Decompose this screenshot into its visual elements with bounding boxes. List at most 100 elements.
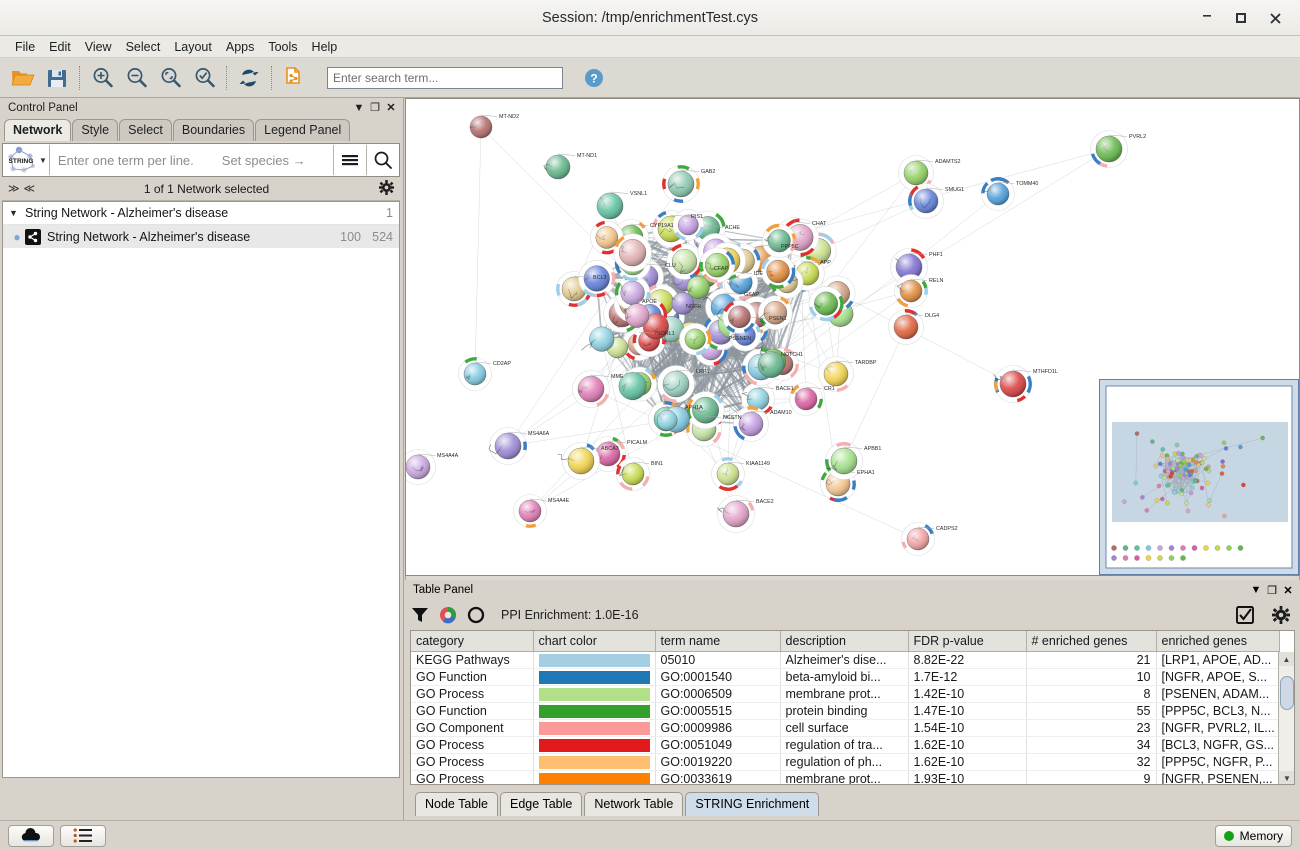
menu-view[interactable]: View (84, 39, 112, 54)
set-species-link[interactable]: Set species → (221, 152, 306, 168)
network-node[interactable] (671, 292, 695, 315)
network-node[interactable] (722, 300, 757, 334)
network-node[interactable] (557, 442, 600, 480)
gear-icon[interactable] (1272, 606, 1290, 624)
help-icon[interactable]: ? (577, 61, 611, 95)
tab-string-enrichment[interactable]: STRING Enrichment (685, 792, 820, 816)
tab-select[interactable]: Select (119, 119, 172, 141)
network-node[interactable] (656, 409, 678, 431)
menu-select[interactable]: Select (125, 39, 161, 54)
hamburger-icon[interactable] (334, 144, 366, 176)
menu-apps[interactable]: Apps (225, 39, 255, 54)
network-node[interactable] (808, 286, 844, 322)
network-view-canvas[interactable]: MT-ND2 MT-ND1 VSNL1 CD2AP MS4A4A MS4A6A MS4A4E… (405, 98, 1300, 576)
close-panel-icon[interactable]: ✕ (386, 102, 396, 114)
table-row[interactable]: GO Component GO:0009986 cell surface 1.54E-… (411, 719, 1280, 737)
fit-all-icon[interactable] (187, 61, 221, 95)
network-overview-minimap[interactable] (1099, 379, 1299, 575)
task-list-icon[interactable] (60, 824, 106, 847)
network-node[interactable] (901, 522, 935, 556)
string-dropdown-icon[interactable]: ▼ (39, 155, 47, 165)
tab-boundaries[interactable]: Boundaries (172, 119, 255, 141)
network-node[interactable] (672, 209, 705, 241)
network-node[interactable] (762, 223, 797, 258)
chevron-down-icon[interactable]: ▼ (353, 101, 365, 114)
network-node[interactable] (686, 275, 710, 299)
memory-status[interactable]: Memory (1214, 824, 1292, 847)
network-node[interactable] (898, 155, 934, 191)
open-folder-icon[interactable] (6, 61, 40, 95)
network-node[interactable] (733, 406, 769, 442)
close-panel-icon[interactable]: ✕ (1283, 584, 1293, 597)
table-row[interactable]: GO Process GO:0006509 membrane prot... 1.42… (411, 685, 1280, 703)
table-row[interactable]: GO Function GO:0005515 protein binding 1.47… (411, 702, 1280, 720)
network-node[interactable] (581, 326, 615, 352)
network-node[interactable] (757, 351, 785, 378)
col-fdr-pvalue[interactable]: FDR p-value (908, 631, 1027, 652)
network-node[interactable] (666, 243, 703, 280)
string-logo-icon[interactable]: STRING (3, 145, 43, 175)
chevron-down-icon[interactable]: ▼ (1250, 584, 1262, 596)
table-row[interactable]: GO Function GO:0001540 beta-amyloid bi... 1… (411, 668, 1280, 686)
minimize-button[interactable] (1190, 5, 1224, 31)
save-icon[interactable] (40, 61, 74, 95)
network-node[interactable] (993, 365, 1032, 403)
col-description[interactable]: description (780, 631, 909, 652)
network-node[interactable] (825, 442, 863, 480)
network-node[interactable] (623, 303, 650, 328)
filter-funnel-icon[interactable] (411, 606, 429, 624)
donut-chart-empty-icon[interactable] (467, 606, 485, 624)
search-input[interactable]: Enter search term... (327, 66, 563, 89)
table-vertical-scrollbar[interactable]: ▲ ▼ (1278, 652, 1294, 784)
refresh-icon[interactable] (232, 61, 266, 95)
network-node[interactable] (578, 259, 616, 298)
network-node[interactable] (543, 154, 571, 180)
network-node[interactable] (488, 427, 527, 465)
enrichment-table-container[interactable]: category chart color term name descripti… (410, 630, 1295, 785)
network-node[interactable] (613, 233, 652, 272)
float-panel-icon[interactable]: ❐ (370, 102, 380, 114)
network-node[interactable] (894, 274, 928, 308)
cloud-icon[interactable] (8, 824, 54, 847)
close-icon[interactable] (1258, 5, 1292, 31)
network-node[interactable] (818, 356, 854, 392)
gear-icon[interactable] (379, 179, 394, 198)
table-row[interactable]: GO Process GO:0019220 regulation of ph... 1… (411, 753, 1280, 771)
zoom-in-icon[interactable] (85, 61, 119, 95)
collapse-all-icon[interactable]: ≫ (8, 183, 19, 195)
network-node[interactable] (662, 165, 700, 203)
tab-legend-panel[interactable]: Legend Panel (255, 119, 351, 141)
share-network-icon[interactable] (277, 61, 311, 95)
magnifier-icon[interactable] (367, 144, 399, 176)
network-node[interactable] (572, 370, 610, 408)
network-node[interactable] (908, 183, 944, 219)
col-category[interactable]: category (411, 631, 534, 652)
tree-child-row[interactable]: ● String Network - Alzheimer's disease 1… (3, 225, 399, 248)
col-enriched-genes[interactable]: enriched genes (1156, 631, 1280, 652)
network-node[interactable] (758, 295, 793, 330)
checkbox-checked-icon[interactable] (1236, 606, 1254, 624)
menu-layout[interactable]: Layout (174, 39, 212, 54)
network-node[interactable] (513, 494, 547, 528)
fit-selected-icon[interactable] (153, 61, 187, 95)
tree-parent-row[interactable]: ▼ String Network - Alzheimer's disease 1 (3, 202, 399, 225)
tab-network[interactable]: Network (4, 119, 72, 141)
scroll-down-icon[interactable]: ▼ (1279, 771, 1294, 784)
table-row[interactable]: KEGG Pathways 05010 Alzheimer's dise... 8.8… (411, 651, 1280, 669)
network-node[interactable] (657, 365, 695, 403)
network-node[interactable] (1090, 130, 1128, 168)
network-node[interactable] (618, 372, 647, 401)
network-node[interactable] (711, 457, 745, 491)
tab-edge-table[interactable]: Edge Table (500, 792, 583, 816)
tab-style[interactable]: Style (72, 119, 119, 141)
tab-network-table[interactable]: Network Table (584, 792, 684, 816)
maximize-button[interactable] (1224, 5, 1258, 31)
zoom-out-icon[interactable] (119, 61, 153, 95)
tab-node-table[interactable]: Node Table (415, 792, 499, 816)
menu-help[interactable]: Help (311, 39, 338, 54)
network-node[interactable] (616, 457, 650, 491)
menu-tools[interactable]: Tools (268, 39, 298, 54)
network-node[interactable] (760, 254, 796, 289)
donut-chart-color-icon[interactable] (439, 606, 457, 624)
col-term-name[interactable]: term name (655, 631, 781, 652)
